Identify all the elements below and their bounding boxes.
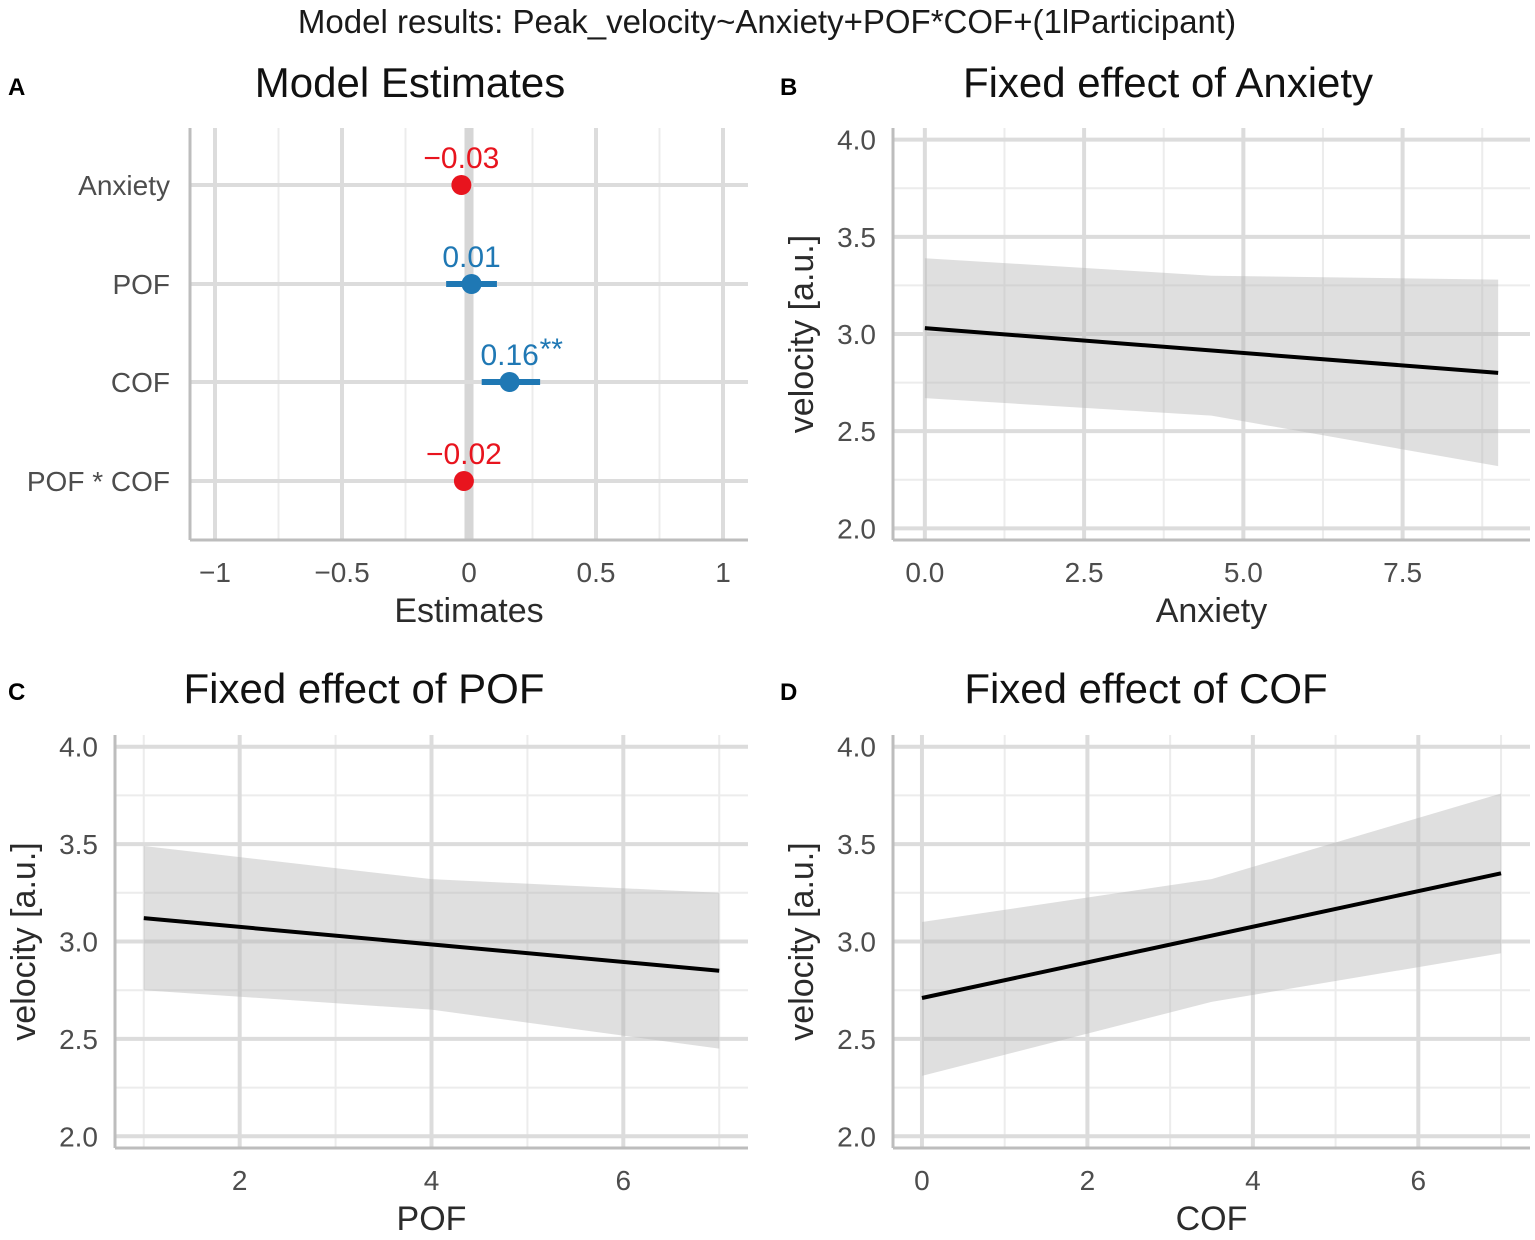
fit-line bbox=[924, 326, 1499, 375]
y-tick-label: 3.0 bbox=[59, 927, 98, 958]
panel-letter-A: A bbox=[8, 74, 25, 101]
panel-letter-D: D bbox=[780, 679, 797, 706]
x-tick-label: 6 bbox=[616, 1165, 632, 1196]
y-axis-label: velocity [a.u.] bbox=[5, 842, 43, 1040]
fit-line bbox=[143, 916, 720, 973]
x-axis-label: Estimates bbox=[394, 592, 543, 630]
category-label: COF bbox=[111, 367, 170, 398]
x-axis-label: COF bbox=[1176, 1200, 1248, 1238]
y-tick-label: 4.0 bbox=[837, 732, 876, 763]
y-tick-label: 2.5 bbox=[837, 416, 876, 447]
x-tick-label: 0.0 bbox=[905, 557, 944, 588]
confidence-band bbox=[924, 258, 1499, 467]
panel-letter-C: C bbox=[8, 679, 25, 706]
y-tick-label: 3.5 bbox=[837, 829, 876, 860]
y-axis-label: velocity [a.u.] bbox=[783, 235, 821, 433]
x-tick-label: 2 bbox=[1080, 1165, 1096, 1196]
estimate-label: 0.01 bbox=[442, 241, 500, 274]
x-tick-label: 4 bbox=[424, 1165, 440, 1196]
x-tick-label: 0.5 bbox=[577, 557, 616, 588]
x-axis-label: Anxiety bbox=[1156, 592, 1268, 630]
y-tick-label: 2.0 bbox=[59, 1121, 98, 1152]
y-tick-label: 3.0 bbox=[837, 927, 876, 958]
x-tick-label: −1 bbox=[199, 557, 231, 588]
y-tick-label: 2.0 bbox=[837, 513, 876, 544]
y-tick-label: 4.0 bbox=[837, 125, 876, 156]
panel-title: Fixed effect of POF bbox=[183, 665, 544, 712]
y-axis-label: velocity [a.u.] bbox=[783, 842, 821, 1040]
x-tick-label: 0 bbox=[914, 1165, 930, 1196]
y-tick-label: 2.5 bbox=[59, 1024, 98, 1055]
x-tick-label: −0.5 bbox=[314, 557, 369, 588]
estimate-point bbox=[453, 471, 474, 491]
estimate-label: 0.16 bbox=[480, 339, 538, 372]
fit-line bbox=[921, 871, 1502, 1000]
x-tick-label: 6 bbox=[1411, 1165, 1427, 1196]
y-tick-label: 3.5 bbox=[837, 222, 876, 253]
significance-label: ** bbox=[540, 333, 564, 366]
estimate-label: −0.02 bbox=[426, 438, 502, 471]
y-tick-label: 4.0 bbox=[59, 732, 98, 763]
estimate-point bbox=[461, 274, 482, 294]
y-tick-label: 3.5 bbox=[59, 829, 98, 860]
x-tick-label: 4 bbox=[1245, 1165, 1261, 1196]
panel-d-cof-effect: D Fixed effect of COF 0 2 4 6 2.0 2.5 3.0 3.5 4.0 C… bbox=[780, 665, 1530, 1238]
panel-letter-B: B bbox=[780, 74, 797, 101]
category-label: POF bbox=[112, 269, 170, 300]
estimate-label: −0.03 bbox=[423, 142, 499, 175]
panel-b-anxiety-effect: B Fixed effect of Anxiety 0.0 2.5 5.0 7.5 2.0 2… bbox=[780, 59, 1530, 630]
panel-c-pof-effect: C Fixed effect of POF 2 4 6 2.0 2.5 3.0 3.5 4.0 PO… bbox=[5, 665, 748, 1238]
x-tick-label: 7.5 bbox=[1383, 557, 1422, 588]
x-axis-label: POF bbox=[397, 1200, 467, 1238]
panel-a-model-estimates: A Model Estimates −1 −0.5 0 0.5 1 Anxiety POF COF… bbox=[8, 59, 748, 630]
panel-title: Fixed effect of COF bbox=[964, 665, 1327, 712]
y-tick-label: 3.0 bbox=[837, 319, 876, 350]
estimate-point bbox=[451, 175, 472, 195]
confidence-band bbox=[143, 846, 720, 1049]
estimate-point bbox=[499, 372, 520, 392]
figure-title: Model results: Peak_velocity~Anxiety+POF… bbox=[298, 3, 1236, 40]
y-tick-label: 2.0 bbox=[837, 1121, 876, 1152]
x-tick-label: 2 bbox=[232, 1165, 248, 1196]
y-tick-label: 2.5 bbox=[837, 1024, 876, 1055]
category-label: POF * COF bbox=[27, 466, 170, 497]
panel-title: Fixed effect of Anxiety bbox=[963, 59, 1373, 106]
panel-title: Model Estimates bbox=[255, 59, 565, 106]
category-label: Anxiety bbox=[78, 170, 170, 201]
x-tick-label: 5.0 bbox=[1224, 557, 1263, 588]
x-tick-label: 1 bbox=[715, 557, 731, 588]
x-tick-label: 0 bbox=[461, 557, 477, 588]
x-tick-label: 2.5 bbox=[1065, 557, 1104, 588]
